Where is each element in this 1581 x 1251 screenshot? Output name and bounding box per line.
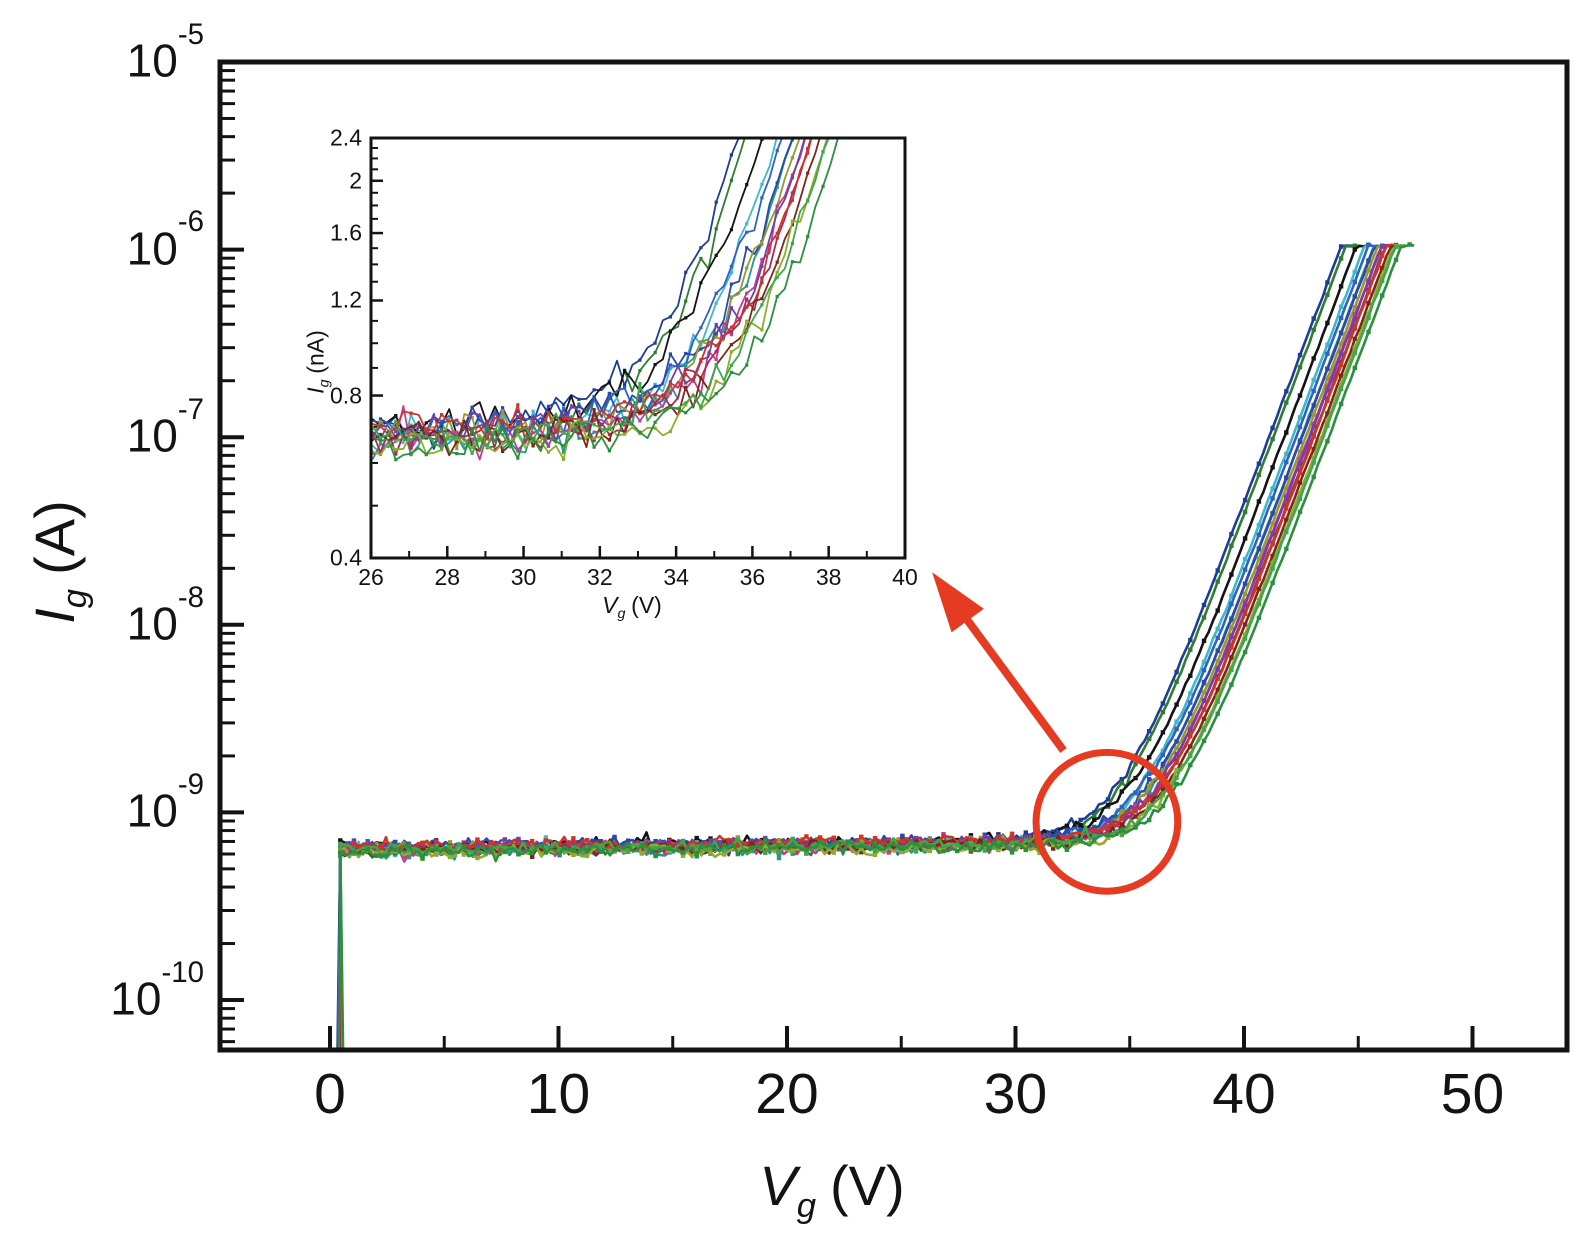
inset-line-sweep-07 <box>372 139 794 444</box>
series-markers-sweep-01 <box>338 243 1358 856</box>
series-line-sweep-09 <box>339 243 1392 1048</box>
series-line-sweep-14 <box>339 243 1406 1048</box>
inset-line-sweep-05 <box>372 139 783 446</box>
main-plot-frame <box>217 59 1570 1053</box>
inset-axes <box>369 136 907 560</box>
series-line-sweep-08 <box>338 244 1392 1048</box>
series-markers-sweep-05 <box>338 242 1371 856</box>
series-markers-sweep-08 <box>338 243 1385 857</box>
inset-curves <box>372 139 839 462</box>
inset-markers-sweep-07 <box>378 139 794 444</box>
inset-plot-frame <box>369 136 907 560</box>
inset-line-sweep-15 <box>372 139 830 455</box>
main-curves <box>336 242 1415 1048</box>
inset-line-sweep-12 <box>372 139 812 444</box>
inset-markers-sweep-01 <box>378 153 733 446</box>
series-markers-sweep-16 <box>338 242 1412 861</box>
series-markers-sweep-09 <box>338 243 1385 858</box>
annotations <box>932 572 1182 895</box>
inset-pointer-arrow-shaft <box>959 611 1067 753</box>
inset-line-sweep-01 <box>372 139 740 450</box>
series-markers-sweep-10 <box>338 243 1399 853</box>
series-line-sweep-13 <box>339 244 1401 1048</box>
series-line-sweep-12 <box>339 243 1397 1048</box>
inset-line-sweep-10 <box>372 139 806 444</box>
series-markers-sweep-02 <box>338 244 1358 859</box>
inset-pointer-arrow-head <box>932 572 984 633</box>
highlight-circle-annotation <box>1032 748 1182 895</box>
series-markers-sweep-11 <box>338 242 1399 855</box>
inset-markers-sweep-10 <box>378 176 794 445</box>
series-line-sweep-15 <box>339 244 1406 1048</box>
series-line-sweep-16 <box>339 243 1415 1048</box>
inset-markers-sweep-05 <box>378 149 779 445</box>
main-axes <box>217 59 1570 1053</box>
inset-line-sweep-08 <box>372 139 801 450</box>
series-markers-sweep-06 <box>338 244 1385 861</box>
series-markers-sweep-04 <box>338 242 1371 858</box>
inset-markers-sweep-12 <box>378 151 810 441</box>
series-markers-sweep-12 <box>338 243 1399 852</box>
series-markers-sweep-03 <box>338 242 1371 855</box>
